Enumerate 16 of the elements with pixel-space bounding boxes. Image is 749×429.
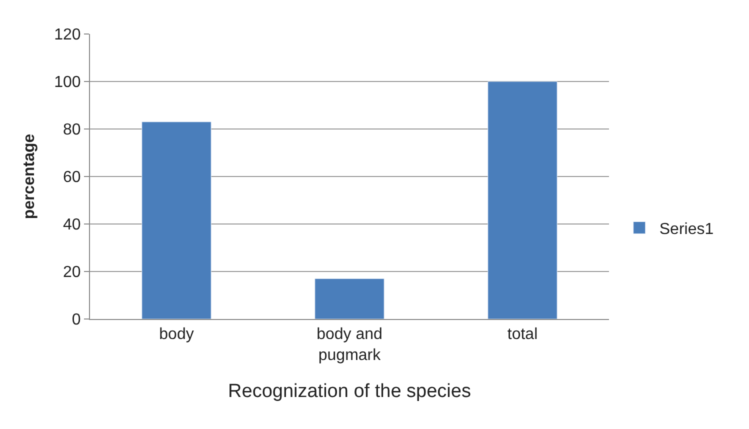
bar xyxy=(142,122,212,319)
bar xyxy=(314,278,384,319)
y-tick-label: 100 xyxy=(54,74,81,92)
y-tick-label: 80 xyxy=(63,122,81,139)
y-tick-label: 120 xyxy=(54,26,81,44)
bar xyxy=(488,81,558,319)
legend-label: Series1 xyxy=(659,220,714,238)
y-tick-label: 0 xyxy=(72,312,81,329)
x-tick-label: body xyxy=(159,326,194,344)
y-tick-label: 40 xyxy=(63,216,81,234)
y-axis-title: percentage xyxy=(20,134,38,220)
y-tick-label: 20 xyxy=(63,264,81,282)
x-axis-title: Recognization of the species xyxy=(228,380,471,402)
y-tick-label: 60 xyxy=(63,169,81,186)
x-tick-label: total xyxy=(507,326,538,344)
x-tick-label: body and pugmark xyxy=(316,326,382,364)
